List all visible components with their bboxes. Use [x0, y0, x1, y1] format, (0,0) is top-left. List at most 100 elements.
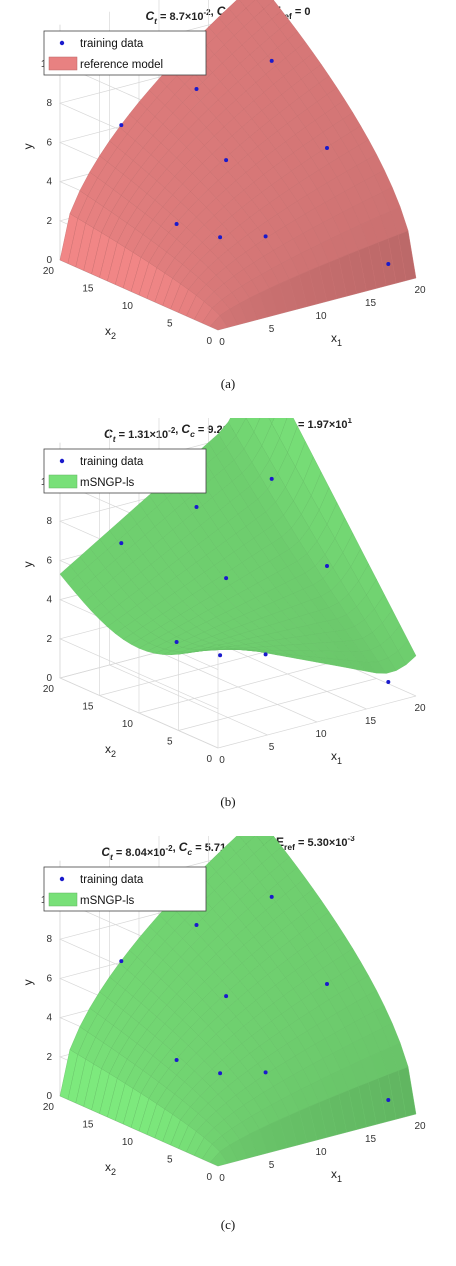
- surface-chart-c: Ct = 8.04×10-2, Cc = 5.71×10-9, MSEref =…: [21, 836, 426, 1232]
- legend-marker-training: [59, 458, 65, 464]
- training-point: [174, 1058, 179, 1063]
- z-tick-label: 8: [46, 934, 52, 945]
- surface-chart-b: Ct = 1.31×10-2, Cc = 9.21×103, MSEref = …: [21, 418, 426, 809]
- cc-subscript: c: [187, 847, 192, 857]
- mse-mantissa: 1.97×10: [307, 419, 347, 431]
- z-tick-label: 0: [46, 1091, 52, 1102]
- x2-tick-label: 20: [43, 266, 55, 277]
- training-point: [269, 476, 274, 481]
- z-axis-label: y: [21, 561, 35, 567]
- x1-tick-label: 0: [219, 755, 225, 766]
- x2-tick-label: 5: [167, 319, 173, 330]
- z-tick-label: 8: [46, 516, 52, 527]
- x2-tick-label: 10: [122, 1137, 134, 1148]
- legend-label-surface: mSNGP-ls: [80, 895, 135, 907]
- chart-panel-c: Ct = 8.04×10-2, Cc = 5.71×10-9, MSEref =…: [0, 836, 456, 1236]
- ct-mantissa: 8.7×10: [170, 11, 204, 23]
- surface: [59, 836, 417, 1167]
- x1-tick-label: 15: [365, 298, 377, 309]
- training-point: [119, 541, 124, 546]
- training-point: [174, 222, 179, 227]
- training-point: [194, 505, 199, 510]
- grid-line: [208, 638, 367, 710]
- surface-patch: [397, 1066, 417, 1117]
- z-tick-label: 2: [46, 216, 52, 227]
- mse-equals: =: [292, 6, 305, 18]
- x2-axis-label: x2: [105, 1160, 116, 1177]
- mse-subscript: ref: [281, 11, 292, 21]
- ct-mantissa: 8.04×10: [125, 847, 165, 859]
- x2-tick-label: 15: [82, 1120, 94, 1131]
- x1-tick-label: 5: [269, 324, 275, 335]
- training-point: [174, 640, 179, 645]
- x1-tick-label: 20: [414, 703, 426, 714]
- x1-tick-label: 15: [365, 716, 377, 727]
- x2-tick-label: 10: [122, 301, 134, 312]
- x2-tick-label: 20: [43, 684, 55, 695]
- x1-tick-label: 20: [414, 1121, 426, 1132]
- mse-equals: =: [295, 837, 308, 849]
- z-tick-label: 2: [46, 1052, 52, 1063]
- z-axis-label: y: [21, 143, 35, 149]
- grid-line: [138, 660, 338, 714]
- x1-axis-subscript: 1: [337, 756, 342, 766]
- training-point: [218, 653, 223, 658]
- x2-axis-label: x2: [105, 742, 116, 759]
- ct-exponent: -2: [204, 8, 212, 17]
- training-point: [263, 234, 268, 239]
- x2-axis-label: x2: [105, 324, 116, 341]
- legend-label-training: training data: [80, 38, 144, 50]
- training-point: [269, 894, 274, 899]
- training-point: [325, 564, 329, 569]
- z-tick-label: 2: [46, 634, 52, 645]
- legend-label-training: training data: [80, 874, 144, 886]
- sep-1: ,: [211, 6, 217, 18]
- legend-swatch-surface: [48, 474, 78, 489]
- x2-axis-subscript: 2: [111, 1167, 116, 1177]
- ct-subscript: t: [113, 434, 117, 444]
- x2-tick-label: 10: [122, 719, 134, 730]
- sep-1: ,: [173, 842, 179, 854]
- z-tick-label: 6: [46, 973, 52, 984]
- x1-tick-label: 15: [365, 1134, 377, 1145]
- ct-mantissa: 1.31×10: [128, 429, 168, 441]
- cc-equals: =: [192, 842, 205, 854]
- ct-exponent: -2: [168, 426, 176, 435]
- x2-tick-label: 0: [206, 1172, 212, 1183]
- z-tick-label: 4: [46, 177, 52, 188]
- x1-axis-subscript: 1: [337, 1174, 342, 1184]
- z-tick-label: 4: [46, 595, 52, 606]
- training-point: [119, 123, 124, 128]
- surface-patch: [397, 230, 417, 281]
- ct-equals: =: [157, 11, 170, 23]
- training-point: [325, 146, 329, 151]
- mse-mantissa: 5.30×10: [307, 837, 347, 849]
- ct-subscript: t: [154, 16, 158, 26]
- legend-marker-training: [59, 876, 65, 882]
- x2-tick-label: 15: [82, 284, 94, 295]
- chart-panel-b: Ct = 1.31×10-2, Cc = 9.21×103, MSEref = …: [0, 418, 456, 818]
- panel-caption: (b): [220, 794, 235, 809]
- cc-equals: =: [195, 424, 208, 436]
- legend: training data mSNGP-ls: [43, 866, 207, 912]
- mse-value: 0: [304, 6, 310, 18]
- x1-tick-label: 0: [219, 1173, 225, 1184]
- legend-marker-training: [59, 40, 65, 46]
- mse-exponent: 1: [348, 418, 353, 425]
- x1-axis-subscript: 1: [337, 338, 342, 348]
- ct-symbol: C: [145, 9, 154, 23]
- training-point: [218, 235, 223, 240]
- training-point: [218, 1071, 223, 1076]
- panel-caption: (a): [221, 376, 235, 391]
- mse-subscript: ref: [284, 842, 295, 852]
- x2-axis-subscript: 2: [111, 331, 116, 341]
- ct-subscript: t: [110, 852, 114, 862]
- chart-panel-a: Ct = 8.7×10-2, Cc = 0, MSEref = 00246810…: [0, 0, 456, 400]
- training-point: [194, 87, 199, 92]
- z-tick-label: 6: [46, 137, 52, 148]
- panel-caption: (c): [221, 1217, 235, 1232]
- training-point: [263, 1070, 268, 1075]
- ct-equals: =: [113, 847, 126, 859]
- z-axis-label: y: [21, 979, 35, 985]
- surface: [59, 0, 417, 331]
